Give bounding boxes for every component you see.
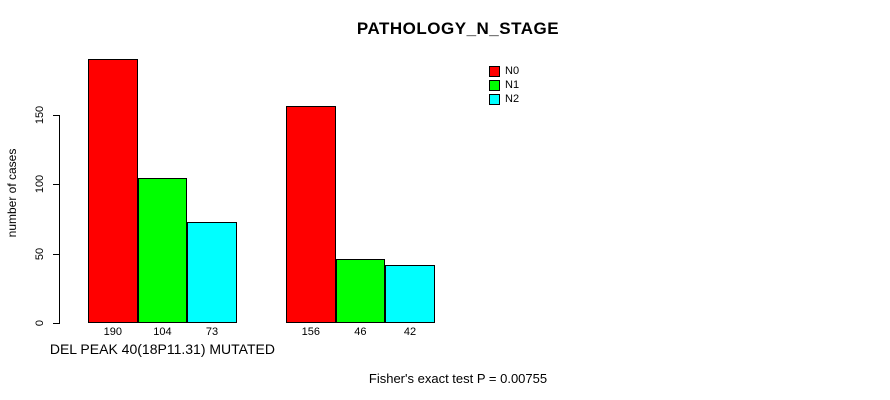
bar-n2-group1 <box>187 221 237 323</box>
legend-swatch-n1 <box>489 80 500 91</box>
y-axis-tick <box>53 184 59 185</box>
bar-value-label-n1-group1: 104 <box>153 326 172 338</box>
y-axis-line <box>59 114 60 324</box>
legend-label-n2: N2 <box>505 93 520 105</box>
bar-n0-group1 <box>88 58 138 323</box>
bar-n1-group2 <box>335 259 386 323</box>
y-axis-tick-label: 0 <box>34 319 46 327</box>
bar-value-label-n0-group1: 190 <box>103 326 122 338</box>
y-axis-tick-label: 150 <box>34 105 46 125</box>
bar-value-label-n1-group2: 46 <box>354 326 367 338</box>
y-axis-label: number of cases <box>5 148 19 238</box>
x-group-label-1: DEL PEAK 40(18P11.31) MUTATED <box>49 341 275 357</box>
legend-swatch-n0 <box>489 66 500 77</box>
bar-value-label-n2-group2: 42 <box>403 326 417 338</box>
legend-label-n0: N0 <box>505 65 520 77</box>
bar-n1-group1 <box>137 178 188 323</box>
bar-value-label-n2-group1: 73 <box>205 326 219 338</box>
y-axis-tick-label: 100 <box>34 174 46 194</box>
chart-title: PATHOLOGY_N_STAGE <box>356 19 560 38</box>
caption-fisher-test: Fisher's exact test P = 0.00755 <box>368 371 548 386</box>
legend-swatch-n2 <box>489 94 500 105</box>
bar-n2-group2 <box>385 264 435 323</box>
bar-value-label-n0-group2: 156 <box>301 326 320 338</box>
y-axis-tick <box>53 323 59 324</box>
bar-n0-group2 <box>286 106 336 323</box>
y-axis-tick <box>53 254 59 255</box>
y-axis-tick-label: 50 <box>34 247 46 261</box>
legend-label-n1: N1 <box>505 79 520 91</box>
y-axis-tick <box>53 115 59 116</box>
